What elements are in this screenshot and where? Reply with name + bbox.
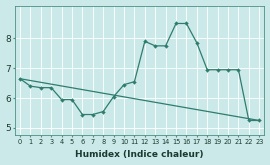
X-axis label: Humidex (Indice chaleur): Humidex (Indice chaleur) (75, 150, 204, 159)
